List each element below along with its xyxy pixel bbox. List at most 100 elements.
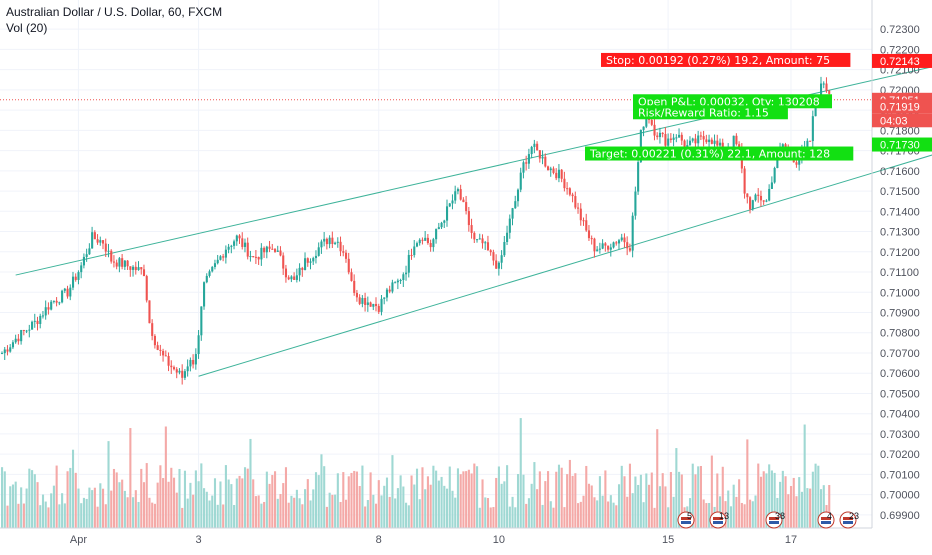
open-pnl-label-text: Open P&L: 0.00032, Qty: 130208 xyxy=(638,95,820,108)
volume-bar xyxy=(355,471,358,528)
candle xyxy=(22,329,25,336)
volume-indicator-label[interactable]: Vol (20) xyxy=(6,21,48,35)
candle xyxy=(115,259,118,270)
candle-body xyxy=(129,266,132,270)
candle-body xyxy=(263,247,266,253)
candle xyxy=(470,218,473,239)
volume-bar xyxy=(123,490,126,528)
volume-bar xyxy=(153,503,156,528)
event-badges[interactable]: 5 13 38 4 23 xyxy=(677,511,859,529)
volume-bar xyxy=(765,473,768,528)
event-badge[interactable]: 23 xyxy=(839,511,859,529)
candle-body xyxy=(825,83,828,91)
volume-bar xyxy=(798,477,801,528)
candle-body xyxy=(634,191,637,216)
candle xyxy=(609,243,612,257)
candle-body xyxy=(213,263,217,268)
volume-bar xyxy=(743,504,746,528)
event-badge[interactable]: 5 xyxy=(677,511,695,529)
candle-body xyxy=(80,265,83,273)
candle-body xyxy=(410,254,413,256)
volume-bar xyxy=(88,487,91,528)
position-labels[interactable]: Stop: 0.00192 (0.27%) 19.2, Amount: 75 Op… xyxy=(585,52,854,161)
candle xyxy=(170,360,173,375)
candle xyxy=(672,133,675,147)
volume-bar xyxy=(121,479,124,528)
volume-bar xyxy=(216,504,219,528)
volume-bar xyxy=(312,489,315,528)
candle-body xyxy=(339,241,342,252)
target-label[interactable]: Target: 0.00221 (0.31%) 22.1, Amount: 12… xyxy=(585,146,854,161)
event-count: 4 xyxy=(827,511,832,521)
chart-legend: Australian Dollar / U.S. Dollar, 60, FXC… xyxy=(6,4,222,36)
candle-body xyxy=(686,145,689,147)
candle-body xyxy=(814,100,817,117)
volume-bar xyxy=(164,426,167,528)
candle xyxy=(320,239,323,254)
channel-lower-line[interactable] xyxy=(198,146,932,377)
candle-body xyxy=(421,239,424,241)
candle-body xyxy=(762,200,765,202)
candle xyxy=(355,289,358,302)
risk-reward-label-bg xyxy=(633,105,788,120)
candle xyxy=(768,184,771,202)
candle-body xyxy=(58,302,61,304)
volume-bar xyxy=(268,483,271,528)
candle-body xyxy=(574,196,577,208)
candle xyxy=(339,236,342,257)
candle xyxy=(694,133,697,148)
volume-bar xyxy=(547,471,550,528)
candle xyxy=(445,199,449,227)
candle-body xyxy=(364,297,367,305)
candle-body xyxy=(571,194,574,197)
stop-label[interactable]: Stop: 0.00192 (0.27%) 19.2, Amount: 75 xyxy=(601,52,851,67)
entry-price-tag: 0.71919 xyxy=(872,99,932,114)
volume-bar xyxy=(358,486,361,528)
candle-body xyxy=(596,249,599,252)
open-pnl-label[interactable]: Open P&L: 0.00032, Qty: 130208 xyxy=(633,94,832,109)
volume-bar xyxy=(385,477,389,528)
volume-bar xyxy=(648,484,651,528)
volume-bar xyxy=(757,463,760,528)
candle-body xyxy=(145,276,148,301)
candle xyxy=(478,233,481,240)
candle xyxy=(623,233,626,248)
candle-body xyxy=(522,162,525,173)
candle xyxy=(697,130,700,148)
target-price-tag-text: 0.71730 xyxy=(880,140,920,152)
candle-body xyxy=(658,132,662,138)
volume-bar xyxy=(91,490,94,528)
candle-body xyxy=(178,370,181,373)
candle-body xyxy=(795,162,798,165)
candle xyxy=(77,270,80,285)
candle-body xyxy=(33,320,36,322)
volume-bar xyxy=(260,503,263,528)
volume-bar xyxy=(246,468,249,528)
candle-body xyxy=(276,250,279,252)
candle xyxy=(809,140,812,142)
volume-bar xyxy=(645,473,648,528)
candle-body xyxy=(123,260,126,267)
event-badge[interactable]: 13 xyxy=(709,511,729,529)
candle xyxy=(451,194,454,210)
volume-bar xyxy=(257,495,260,528)
event-badge[interactable]: 4 xyxy=(817,511,835,529)
candle-body xyxy=(44,307,47,316)
candle xyxy=(383,297,386,305)
candle-body xyxy=(489,250,492,253)
candle-body xyxy=(334,242,337,244)
candle-body xyxy=(746,193,749,198)
candle-body xyxy=(476,239,479,241)
event-badge[interactable]: 38 xyxy=(765,511,785,529)
candle xyxy=(443,219,446,229)
event-count: 13 xyxy=(719,511,729,521)
risk-reward-label[interactable]: Risk/Reward Ratio: 1.15 xyxy=(633,105,788,120)
candle-body xyxy=(309,261,312,263)
candle xyxy=(751,199,754,211)
volume-bar xyxy=(590,485,593,528)
volume-bar xyxy=(71,449,75,528)
volume-bar xyxy=(282,483,285,528)
candle-body xyxy=(121,258,124,267)
